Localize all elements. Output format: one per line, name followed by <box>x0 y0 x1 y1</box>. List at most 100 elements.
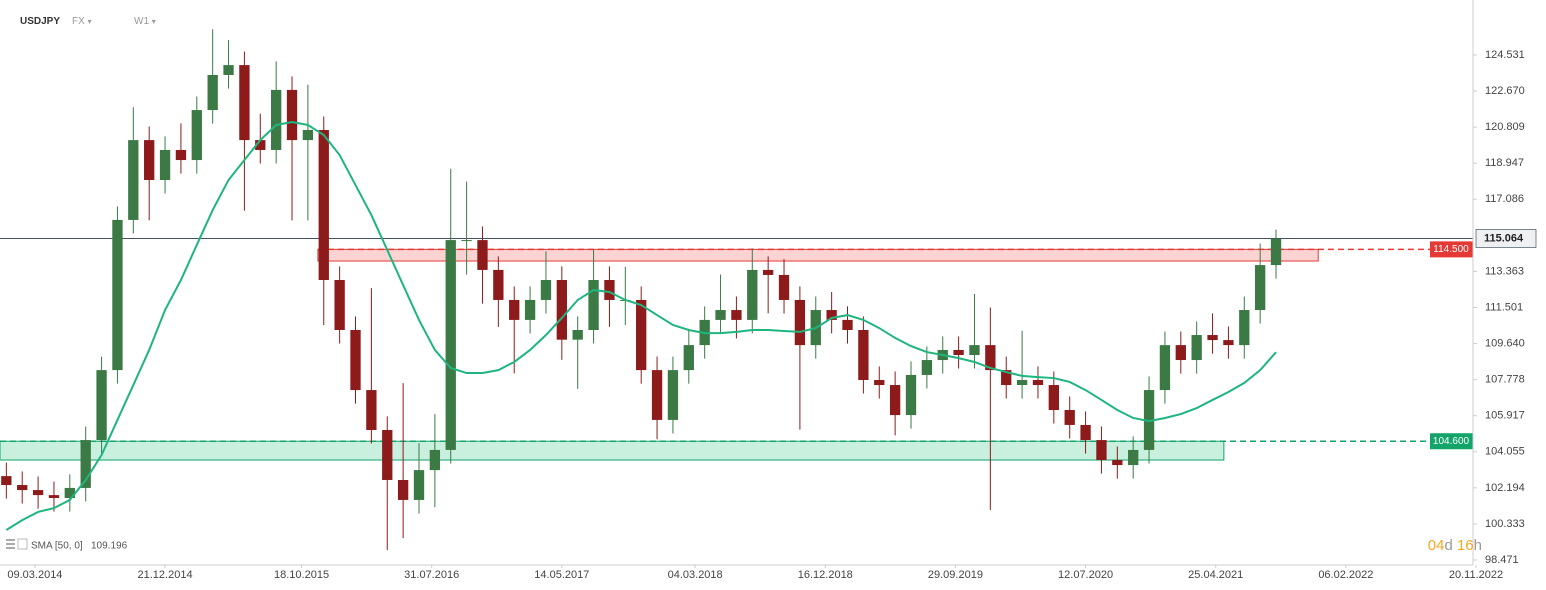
candle-body <box>826 310 837 320</box>
candle-body <box>572 329 583 340</box>
interval[interactable]: W1 ▾ <box>134 16 156 27</box>
y-tick-label: 105.917 <box>1485 410 1525 422</box>
candle-body <box>96 370 107 441</box>
y-tick-label: 111.501 <box>1485 301 1523 313</box>
candle-body <box>461 240 472 242</box>
candle-body <box>207 74 218 111</box>
y-tick-label: 102.194 <box>1485 482 1525 494</box>
candle-body <box>429 449 441 471</box>
countdown-unit: h <box>1473 537 1482 554</box>
candle-body <box>1143 390 1155 450</box>
candle-body <box>905 374 917 416</box>
countdown-hours: 16 <box>1456 537 1474 554</box>
candle-body <box>1270 238 1282 266</box>
candle-body <box>1064 410 1075 425</box>
y-tick-label: 107.778 <box>1485 374 1525 386</box>
candle-body <box>1191 335 1202 361</box>
countdown: 04d 16h <box>1428 537 1482 554</box>
x-tick-label: 21.12.2014 <box>138 569 193 581</box>
candle-body <box>1016 379 1028 386</box>
legend-icon <box>6 539 15 541</box>
candle-body <box>318 130 329 281</box>
candle-body <box>874 379 885 386</box>
x-tick-label: 14.05.2017 <box>534 569 589 581</box>
countdown-unit: d <box>1444 537 1453 554</box>
legend-icon <box>6 543 15 545</box>
candle-body <box>1223 340 1234 346</box>
candle-body <box>651 370 663 420</box>
y-tick-label: 98.471 <box>1485 554 1519 566</box>
candle-body <box>17 485 28 491</box>
candle-body <box>762 269 774 275</box>
y-tick-label: 120.809 <box>1485 121 1525 133</box>
candle-body <box>636 299 647 371</box>
candle-body <box>382 429 393 480</box>
market[interactable]: FX ▾ <box>72 16 92 27</box>
level-label-box <box>1430 433 1473 450</box>
candle-body <box>445 240 456 450</box>
candle-body <box>1080 424 1091 441</box>
candle-body <box>524 299 536 320</box>
candle-body <box>858 329 869 380</box>
candle-body <box>715 310 726 320</box>
candle-body <box>1128 449 1139 466</box>
candle-body <box>302 130 314 141</box>
candle-body <box>953 349 964 355</box>
y-tick-label: 118.947 <box>1485 157 1524 169</box>
candle-body <box>1175 345 1186 361</box>
candle-body <box>350 329 361 391</box>
candle-body <box>112 219 123 371</box>
symbol[interactable]: USDJPY <box>20 16 61 27</box>
candle-body <box>477 240 488 270</box>
candle-body <box>509 299 520 320</box>
candle-body <box>604 280 615 300</box>
y-tick-label: 113.363 <box>1485 265 1524 277</box>
y-tick-label: 124.531 <box>1485 49 1525 61</box>
candle-body <box>270 89 282 150</box>
y-tick-label: 109.640 <box>1485 337 1525 349</box>
candle-body <box>48 495 60 499</box>
x-tick-label: 18.10.2015 <box>274 569 329 581</box>
candle-body <box>889 385 901 416</box>
candle-body <box>1032 379 1044 386</box>
candle-body <box>1048 385 1059 411</box>
candle-body <box>159 149 171 181</box>
x-tick-label: 12.07.2020 <box>1058 569 1113 581</box>
x-tick-label: 20.11.2022 <box>1449 569 1503 581</box>
candle-body <box>175 149 187 161</box>
legend-name: SMA [50, 0] <box>31 541 83 552</box>
legend: SMA [50, 0] 109.196 <box>6 538 128 552</box>
last-price-label: 115.064 <box>1484 232 1524 244</box>
candle-body <box>588 280 599 330</box>
candle-body <box>842 319 853 330</box>
sma-line <box>5 121 1277 531</box>
candle-body <box>80 440 91 488</box>
last-price-box <box>1475 229 1537 248</box>
zone <box>0 440 1225 461</box>
candle-body <box>556 280 567 340</box>
dropdown-arrow: ▾ <box>87 17 92 26</box>
candle-body <box>128 140 139 220</box>
candle-body <box>493 269 504 300</box>
candle-body <box>286 89 298 141</box>
candle-body <box>1096 440 1107 461</box>
x-tick-label: 04.03.2018 <box>668 569 723 581</box>
y-tick-label: 117.086 <box>1485 193 1524 205</box>
y-tick-label: 104.055 <box>1485 446 1525 458</box>
candle-body <box>1207 335 1218 341</box>
candle-body <box>366 390 377 430</box>
candle-body <box>223 65 234 75</box>
candle-body <box>540 280 552 300</box>
level-label-box <box>1430 241 1473 258</box>
x-tick-label: 29.09.2019 <box>928 569 983 581</box>
candle-body <box>921 360 933 375</box>
candle-body <box>239 65 250 141</box>
candle-body <box>985 345 996 371</box>
candle-body <box>255 140 266 150</box>
candle-body <box>778 274 790 300</box>
candle-body <box>731 310 742 320</box>
x-tick-label: 31.07.2016 <box>404 569 459 581</box>
candle-body <box>1 476 12 486</box>
